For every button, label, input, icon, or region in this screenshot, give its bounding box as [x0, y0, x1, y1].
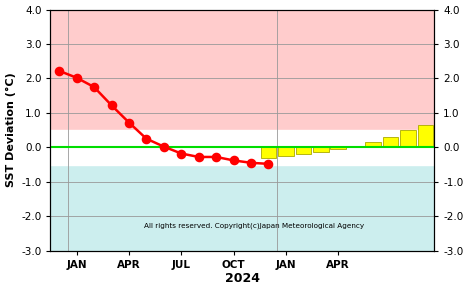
Bar: [417, 125, 433, 147]
Bar: [365, 142, 381, 147]
Point: [247, 161, 255, 165]
Point: [125, 120, 133, 125]
Point: [73, 75, 80, 80]
Point: [91, 85, 98, 89]
Point: [265, 162, 272, 166]
Bar: [295, 147, 311, 154]
Point: [195, 155, 203, 159]
Bar: [400, 130, 416, 147]
Point: [178, 151, 185, 156]
Point: [108, 103, 115, 108]
Bar: [51, 130, 434, 164]
Point: [143, 136, 150, 141]
Bar: [383, 137, 398, 147]
Point: [55, 69, 63, 73]
Bar: [278, 147, 294, 156]
Point: [212, 155, 220, 159]
Bar: [261, 147, 276, 158]
Bar: [51, 10, 434, 130]
Point: [160, 144, 167, 149]
X-axis label: 2024: 2024: [225, 272, 260, 285]
Y-axis label: SST Deviation (°C): SST Deviation (°C): [6, 73, 15, 187]
Point: [230, 158, 237, 163]
Bar: [330, 147, 346, 149]
Text: All rights reserved. Copyright(c)Japan Meteorological Agency: All rights reserved. Copyright(c)Japan M…: [144, 222, 364, 229]
Bar: [313, 147, 329, 152]
Bar: [51, 164, 434, 251]
